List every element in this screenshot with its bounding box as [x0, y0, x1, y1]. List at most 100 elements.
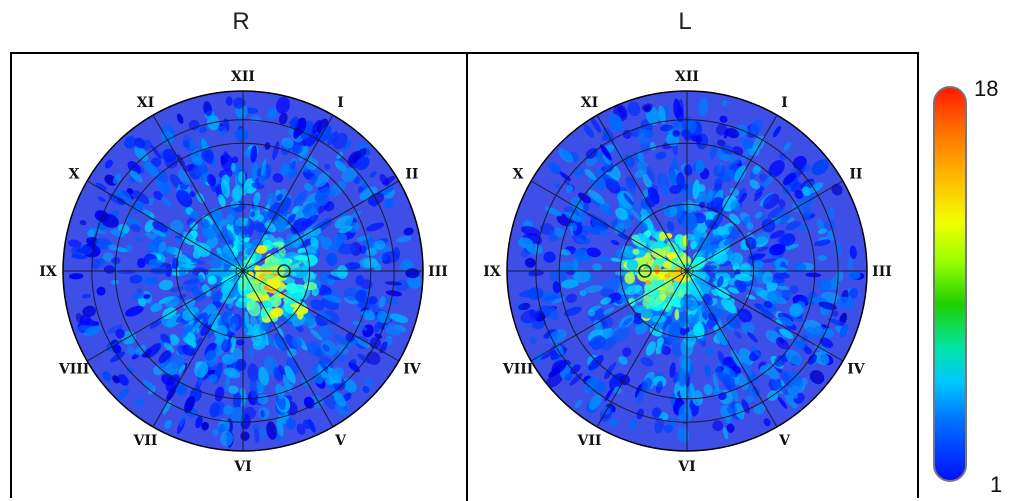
heat-blob [355, 290, 367, 303]
polar-spoke [242, 180, 400, 272]
heat-blob [627, 101, 641, 117]
heat-blob [182, 139, 191, 148]
polar-spoke [86, 180, 244, 272]
heat-blob [826, 230, 835, 242]
heat-blob [634, 320, 648, 335]
heat-blob [145, 276, 158, 286]
heat-blob [824, 219, 836, 230]
heat-blob [637, 151, 645, 162]
heat-blob [746, 222, 754, 230]
hotspot-blob [294, 255, 310, 261]
heat-blob [629, 418, 638, 431]
heat-blob [249, 211, 256, 218]
heat-blob [803, 164, 812, 172]
heat-blob [327, 131, 339, 146]
heat-blob [254, 428, 260, 444]
heat-blob [82, 305, 96, 318]
heat-blob [761, 310, 774, 320]
heat-blob [677, 367, 689, 388]
heat-blob [243, 406, 256, 420]
heat-blob [136, 288, 143, 294]
heat-blob [598, 256, 614, 262]
heat-blob [183, 163, 195, 172]
heat-blob [99, 213, 119, 228]
heat-blob [571, 258, 579, 271]
heat-blob [809, 370, 825, 385]
heat-blob [784, 393, 798, 409]
heat-blob [703, 384, 713, 396]
heat-blob [182, 231, 194, 240]
heat-blob [786, 217, 795, 223]
hotspot-blob [260, 307, 270, 319]
heat-blob [725, 169, 737, 179]
heat-blob [762, 271, 774, 285]
heat-blob [548, 162, 562, 175]
heat-blob [787, 387, 798, 399]
heat-blob [660, 344, 667, 353]
clock-label: VII [133, 433, 158, 449]
heat-blob [308, 175, 318, 185]
heat-blob [736, 373, 749, 391]
heat-blob [171, 354, 185, 369]
heat-blob [715, 123, 727, 136]
heat-blob [752, 164, 762, 175]
heat-blob [264, 142, 271, 150]
heat-blob [296, 423, 306, 435]
heat-blob [625, 284, 642, 295]
heat-blob [720, 299, 737, 314]
heat-blob [830, 277, 839, 288]
heat-blob [112, 375, 120, 384]
polar-spoke [686, 114, 778, 272]
heat-blob [764, 363, 780, 381]
heat-blob [756, 246, 769, 252]
heat-blob [163, 342, 175, 353]
heat-blob [272, 173, 284, 183]
heat-blob [396, 235, 412, 243]
figure-frame [10, 52, 919, 498]
heat-blob [222, 244, 233, 254]
blind-spot-marker-dashed [680, 264, 694, 278]
heat-blob [203, 101, 213, 116]
heat-blob [197, 274, 205, 287]
heat-blob [352, 148, 367, 163]
heat-blob [187, 311, 202, 324]
heat-blob [564, 373, 573, 381]
hotspot-blob [644, 252, 651, 263]
heat-blob [336, 151, 343, 160]
heat-blob [552, 281, 561, 294]
heat-blob [658, 105, 666, 125]
heat-blob [740, 147, 751, 164]
clock-label: IX [39, 264, 57, 280]
heat-blob [67, 239, 82, 248]
heat-blob [728, 226, 739, 238]
heat-blob [827, 318, 846, 326]
hotspot-blob [658, 231, 666, 241]
heat-blob [722, 356, 734, 366]
heat-blob [123, 136, 137, 149]
heat-blob [726, 314, 741, 329]
heat-blob [591, 217, 609, 232]
hotspot-blob [640, 309, 653, 319]
heat-blob [655, 344, 663, 355]
heat-blob [355, 337, 371, 348]
heat-blob [554, 344, 564, 356]
heat-blob [716, 365, 724, 382]
heat-blob [763, 418, 771, 427]
heat-blob [777, 234, 795, 243]
heat-blob [727, 404, 737, 415]
heat-blob [791, 182, 802, 192]
colorbar-max-label: 18 [974, 76, 999, 101]
heat-blob [816, 218, 825, 231]
heat-blob [317, 311, 332, 321]
heat-blob [540, 350, 556, 360]
heat-blob [559, 249, 571, 256]
heat-blob [322, 294, 342, 304]
heat-blob [723, 238, 733, 246]
heat-blob [779, 328, 794, 339]
heat-blob [774, 355, 786, 367]
clock-label: VI [677, 459, 695, 475]
heat-blob [599, 315, 614, 329]
heat-blob [333, 392, 347, 407]
heat-blob [176, 384, 188, 396]
heat-blob [272, 141, 280, 160]
